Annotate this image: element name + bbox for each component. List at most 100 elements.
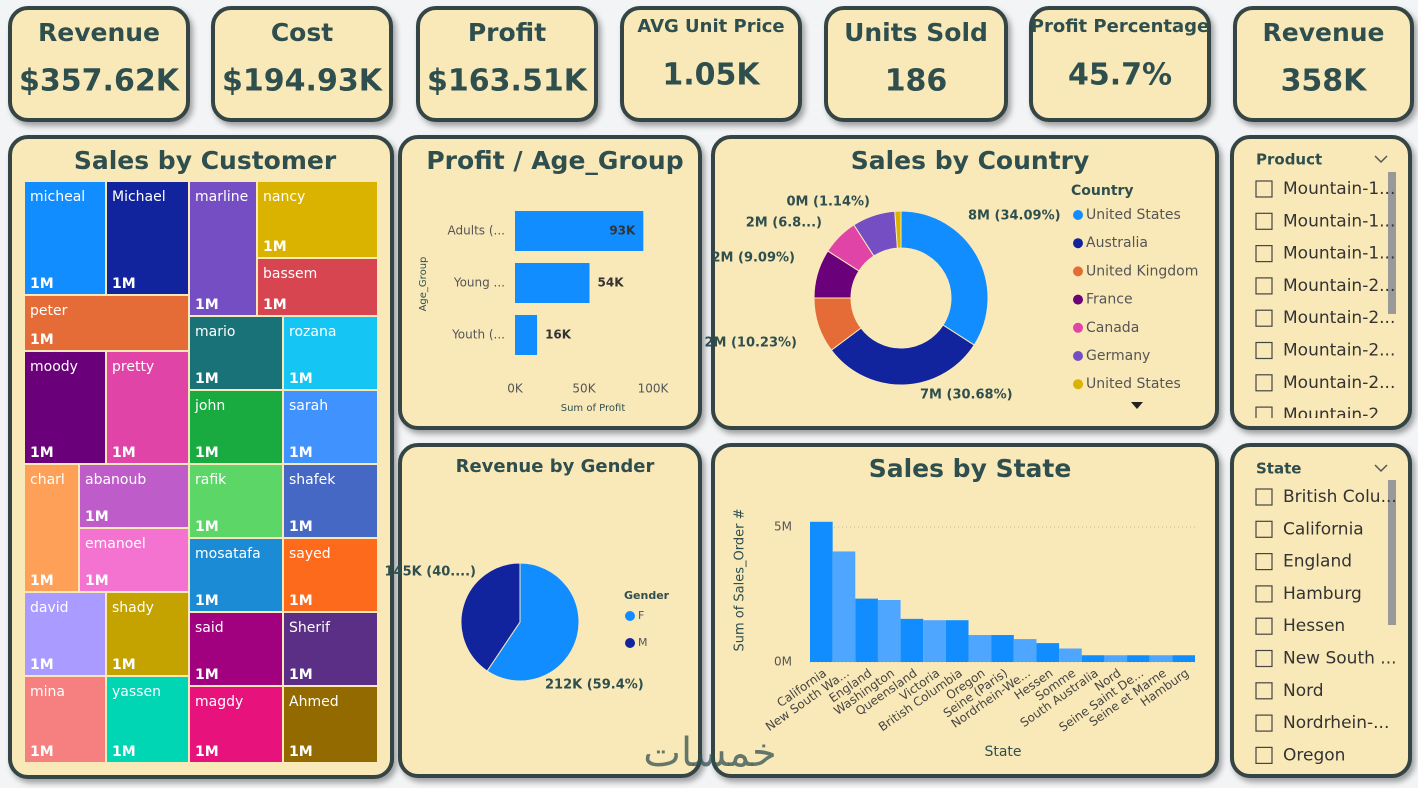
- bar[interactable]: [877, 599, 901, 662]
- treemap-cell[interactable]: [284, 613, 377, 685]
- treemap-value: 1M: [263, 239, 287, 255]
- bar[interactable]: [1036, 643, 1060, 662]
- slice[interactable]: [460, 562, 521, 672]
- bar[interactable]: [1059, 648, 1082, 662]
- treemap-value: 1M: [112, 276, 136, 292]
- checkbox[interactable]: [1255, 341, 1273, 360]
- checkbox[interactable]: [1255, 309, 1273, 327]
- checkbox[interactable]: [1255, 746, 1273, 765]
- treemap-cell[interactable]: [107, 182, 188, 294]
- checkbox[interactable]: [1255, 406, 1273, 423]
- treemap-value: 1M: [30, 332, 54, 348]
- bar[interactable]: [968, 635, 992, 662]
- checkbox[interactable]: [1255, 245, 1273, 263]
- slicer-item[interactable]: Mountain-1...: [1283, 211, 1395, 231]
- treemap-cell[interactable]: [107, 352, 188, 463]
- treemap-cell[interactable]: [190, 613, 282, 685]
- slice[interactable]: [894, 210, 902, 249]
- bar[interactable]: [1172, 655, 1195, 662]
- treemap-cell[interactable]: [190, 465, 282, 537]
- treemap-cell[interactable]: [284, 391, 377, 463]
- slicer-item[interactable]: Oregon: [1283, 745, 1345, 765]
- checkbox[interactable]: [1255, 682, 1273, 700]
- slicer-item[interactable]: Nordrhein-...: [1283, 713, 1389, 733]
- treemap-cell[interactable]: [190, 687, 282, 762]
- legend-label: M: [638, 636, 648, 649]
- treemap-value: 1M: [30, 573, 54, 589]
- treemap-cell[interactable]: [190, 317, 282, 389]
- treemap-cell[interactable]: [25, 677, 105, 762]
- checkbox[interactable]: [1255, 714, 1273, 732]
- slicer-item[interactable]: Nord: [1283, 681, 1324, 701]
- slice[interactable]: [830, 324, 975, 386]
- treemap-cell[interactable]: [190, 182, 256, 315]
- treemap-cell[interactable]: [190, 391, 282, 463]
- legend-scroll[interactable]: [1131, 402, 1143, 409]
- treemap-cell[interactable]: [25, 182, 105, 294]
- treemap-value: 1M: [195, 371, 219, 387]
- slicer-item[interactable]: Mountain-2...: [1283, 276, 1395, 296]
- bar[interactable]: [900, 618, 924, 662]
- slicer-chevron[interactable]: [1374, 155, 1388, 164]
- bar[interactable]: [515, 211, 644, 251]
- treemap-cell[interactable]: [80, 465, 188, 527]
- treemap-cell[interactable]: [258, 182, 377, 257]
- treemap-cell[interactable]: [284, 317, 377, 389]
- bar[interactable]: [1149, 655, 1173, 662]
- bar[interactable]: [1013, 639, 1037, 662]
- slicer-item[interactable]: England: [1283, 552, 1352, 572]
- slicer-item[interactable]: Mountain-2...: [1283, 373, 1395, 393]
- treemap-name: shady: [112, 600, 154, 616]
- checkbox[interactable]: [1255, 552, 1273, 571]
- scrollbar[interactable]: [1388, 172, 1396, 314]
- slicer-item[interactable]: Mountain-2: [1283, 405, 1379, 425]
- slicer-item[interactable]: Mountain-2...: [1283, 308, 1395, 328]
- treemap-cell[interactable]: [107, 593, 188, 675]
- slicer-item[interactable]: Mountain-1...: [1283, 179, 1395, 199]
- bar[interactable]: [855, 598, 878, 662]
- checkbox[interactable]: [1255, 649, 1273, 668]
- treemap-cell[interactable]: [284, 687, 377, 762]
- checkbox[interactable]: [1255, 488, 1273, 506]
- treemap-cell[interactable]: [284, 465, 377, 537]
- bar[interactable]: [1104, 655, 1128, 662]
- slicer-item[interactable]: California: [1283, 519, 1364, 539]
- treemap-cell[interactable]: [25, 352, 105, 463]
- slicer-item[interactable]: New South ...: [1283, 649, 1397, 669]
- checkbox[interactable]: [1255, 180, 1273, 198]
- bar[interactable]: [515, 263, 590, 303]
- checkbox[interactable]: [1255, 212, 1273, 230]
- slicer-item[interactable]: Hamburg: [1283, 584, 1362, 604]
- treemap-cell[interactable]: [25, 593, 105, 675]
- treemap-cell[interactable]: [80, 529, 188, 591]
- treemap-cell[interactable]: [107, 677, 188, 762]
- bar[interactable]: [832, 551, 856, 662]
- checkbox[interactable]: [1255, 374, 1273, 392]
- y-tick-label: Young ...: [453, 276, 505, 290]
- slice[interactable]: [486, 562, 580, 682]
- bar[interactable]: [1081, 655, 1105, 662]
- checkbox[interactable]: [1255, 617, 1273, 635]
- treemap-value: 1M: [85, 509, 109, 525]
- slicer-item[interactable]: Hessen: [1283, 616, 1345, 636]
- slicer-item[interactable]: Mountain-2...: [1283, 341, 1395, 361]
- treemap-cell[interactable]: [190, 539, 282, 611]
- bar[interactable]: [810, 521, 833, 662]
- bar[interactable]: [515, 315, 538, 355]
- treemap-cell[interactable]: [258, 259, 377, 315]
- bar[interactable]: [945, 620, 969, 662]
- treemap-cell[interactable]: [25, 296, 188, 350]
- bar[interactable]: [991, 635, 1014, 662]
- slice[interactable]: [900, 210, 989, 346]
- bar[interactable]: [923, 620, 946, 662]
- slicer-item[interactable]: Mountain-1...: [1283, 244, 1395, 264]
- checkbox[interactable]: [1255, 585, 1273, 603]
- checkbox[interactable]: [1255, 520, 1273, 538]
- treemap-cell[interactable]: [25, 465, 78, 591]
- slicer-item[interactable]: British Colu...: [1283, 487, 1397, 507]
- slicer-chevron[interactable]: [1374, 464, 1388, 473]
- scrollbar[interactable]: [1388, 480, 1396, 625]
- checkbox[interactable]: [1255, 277, 1273, 295]
- bar[interactable]: [1127, 655, 1150, 662]
- treemap-cell[interactable]: [284, 539, 377, 611]
